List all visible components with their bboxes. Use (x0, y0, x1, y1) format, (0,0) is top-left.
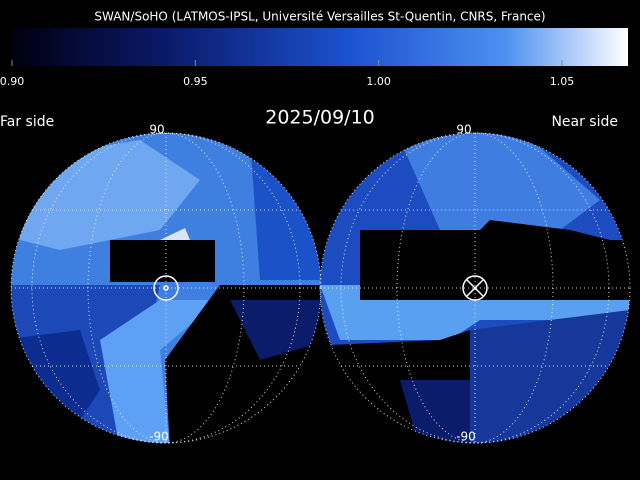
sun-markers (153, 275, 488, 301)
latitude-label: -90 (149, 430, 169, 444)
latitude-label: 90 (149, 123, 164, 137)
colorbar-tick-label: 1.05 (550, 75, 575, 88)
latitude-label: 90 (456, 123, 471, 137)
hemisphere-label: Far side (0, 114, 54, 130)
hemisphere-label: Near side (551, 114, 618, 130)
latitude-label: -90 (456, 430, 476, 444)
far-side-map (11, 133, 321, 443)
colorbar-tick-label: 0.90 (0, 75, 24, 88)
date: 2025/09/10 (265, 107, 375, 129)
colorbar (12, 28, 628, 66)
colorbar-tick-label: 1.00 (366, 75, 391, 88)
colorbar-tick-label: 0.95 (183, 75, 208, 88)
title: SWAN/SoHO (LATMOS-IPSL, Université Versa… (94, 10, 545, 24)
coordinate-grid (10, 132, 631, 444)
